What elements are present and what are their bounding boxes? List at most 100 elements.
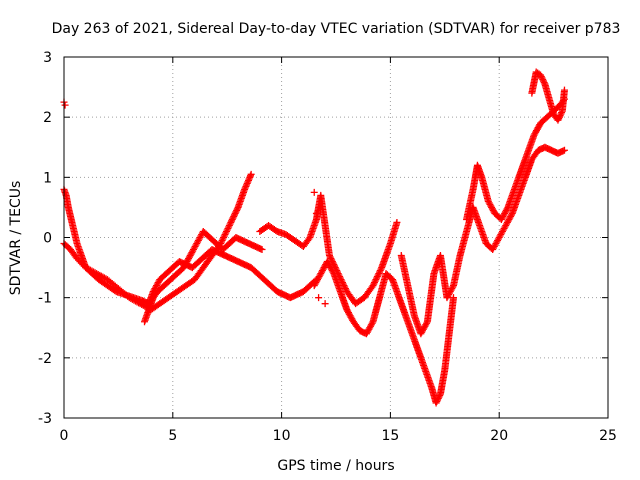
data-point-marker bbox=[182, 259, 190, 267]
data-point-marker bbox=[344, 307, 352, 315]
data-point-marker bbox=[365, 325, 373, 333]
data-point-marker bbox=[219, 235, 227, 243]
data-point-marker bbox=[328, 256, 336, 264]
data-point-marker bbox=[375, 270, 383, 278]
x-tick-label: 5 bbox=[168, 428, 177, 444]
data-point-marker bbox=[434, 396, 442, 404]
data-point-marker bbox=[370, 279, 378, 287]
data-point-marker bbox=[323, 258, 331, 266]
data-point-marker bbox=[314, 276, 322, 284]
data-point-marker bbox=[367, 321, 375, 329]
y-tick-label: -2 bbox=[38, 351, 52, 367]
data-point-marker bbox=[373, 274, 381, 282]
data-point-marker bbox=[372, 276, 380, 284]
data-point-marker bbox=[560, 86, 568, 94]
data-point-marker bbox=[187, 250, 195, 258]
data-point-marker bbox=[241, 185, 249, 193]
data-point-marker bbox=[489, 206, 497, 214]
y-tick-label: 3 bbox=[43, 50, 52, 66]
data-point-marker bbox=[491, 241, 499, 249]
y-tick-label: 2 bbox=[43, 110, 52, 126]
data-point-marker bbox=[310, 282, 318, 290]
data-point-marker bbox=[418, 328, 426, 336]
data-point-marker bbox=[557, 110, 565, 118]
data-point-marker bbox=[217, 238, 225, 246]
data-point-marker bbox=[501, 209, 509, 217]
data-point-marker bbox=[244, 178, 252, 186]
data-point-marker bbox=[312, 209, 320, 217]
data-point-marker bbox=[500, 211, 508, 219]
x-tick-label: 25 bbox=[599, 428, 617, 444]
data-point-marker bbox=[489, 246, 497, 254]
data-point-marker bbox=[327, 265, 335, 273]
data-point-marker bbox=[500, 224, 508, 232]
data-point-marker bbox=[445, 291, 453, 299]
series-track-g bbox=[463, 95, 568, 223]
data-point-marker bbox=[503, 205, 511, 213]
series-track-d bbox=[256, 191, 401, 308]
data-point-marker bbox=[497, 230, 505, 238]
data-point-marker bbox=[222, 229, 230, 237]
data-point-marker bbox=[318, 267, 326, 275]
data-point-marker bbox=[446, 288, 454, 296]
data-point-marker bbox=[326, 262, 334, 270]
series-track-a bbox=[60, 185, 320, 308]
data-point-marker bbox=[393, 218, 401, 226]
data-point-marker bbox=[493, 238, 501, 246]
data-point-marker bbox=[499, 212, 507, 220]
data-point-marker bbox=[189, 247, 197, 255]
y-tick-label: 1 bbox=[43, 170, 52, 186]
data-point-marker bbox=[317, 270, 325, 278]
data-point-marker bbox=[377, 265, 385, 273]
y-tick-label: -3 bbox=[38, 411, 52, 427]
data-point-marker bbox=[444, 292, 452, 300]
data-point-marker bbox=[450, 294, 458, 302]
data-point-marker bbox=[230, 212, 238, 220]
data-point-marker bbox=[435, 393, 443, 401]
data-point-marker bbox=[231, 209, 239, 217]
data-point-marker bbox=[183, 258, 191, 266]
data-point-marker bbox=[554, 116, 562, 124]
series-track-h bbox=[528, 68, 568, 124]
data-point-marker bbox=[346, 312, 354, 320]
data-point-marker bbox=[366, 324, 374, 332]
data-point-marker bbox=[324, 259, 332, 267]
data-point-marker bbox=[224, 224, 232, 232]
data-point-marker bbox=[195, 235, 203, 243]
y-tick-label: 0 bbox=[43, 231, 52, 247]
data-point-marker bbox=[221, 230, 229, 238]
data-point-marker bbox=[315, 294, 323, 302]
data-point-marker bbox=[489, 244, 497, 252]
data-point-marker bbox=[447, 286, 455, 294]
data-point-marker bbox=[535, 122, 543, 130]
data-point-marker bbox=[423, 319, 431, 327]
data-point-marker bbox=[327, 255, 335, 263]
data-point-marker bbox=[362, 330, 370, 338]
data-point-marker bbox=[376, 268, 384, 276]
data-point-marker bbox=[315, 273, 323, 281]
data-point-marker bbox=[313, 277, 321, 285]
data-point-marker bbox=[191, 243, 199, 251]
data-point-marker bbox=[326, 253, 334, 261]
data-point-marker bbox=[487, 202, 495, 210]
data-point-marker bbox=[321, 300, 329, 308]
data-point-marker bbox=[505, 215, 513, 223]
data-point-marker bbox=[229, 214, 237, 222]
data-point-marker bbox=[197, 232, 205, 240]
data-point-marker bbox=[533, 125, 541, 133]
data-point-marker bbox=[220, 234, 228, 241]
data-point-marker bbox=[486, 200, 494, 208]
data-point-marker bbox=[232, 208, 240, 216]
data-point-marker bbox=[152, 282, 160, 290]
data-point-marker bbox=[194, 238, 202, 246]
data-point-marker bbox=[560, 146, 568, 154]
data-point-marker bbox=[498, 214, 506, 222]
x-axis-label: GPS time / hours bbox=[277, 458, 394, 474]
data-point-marker bbox=[228, 217, 236, 225]
data-point-marker bbox=[233, 205, 241, 213]
series-track-c bbox=[141, 227, 266, 326]
data-point-marker bbox=[258, 246, 266, 254]
data-point-marker bbox=[348, 315, 356, 323]
y-tick-label: -1 bbox=[38, 291, 52, 307]
data-point-marker bbox=[227, 218, 235, 226]
